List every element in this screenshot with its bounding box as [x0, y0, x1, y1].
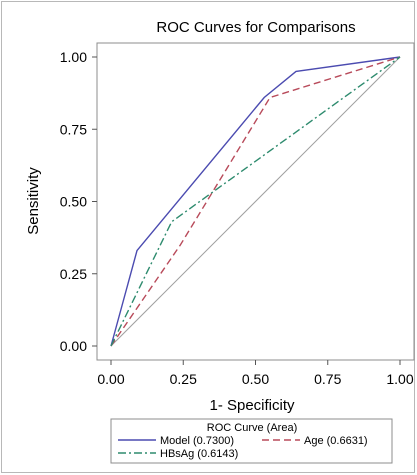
chart-title: ROC Curves for Comparisons [156, 19, 355, 36]
y-axis-label: Sensitivity [25, 167, 42, 235]
reference-diagonal-line [110, 56, 401, 347]
x-tick-label: 1.00 [386, 371, 413, 387]
x-tick-label: 0.00 [97, 371, 124, 387]
y-tick-label: 0.50 [60, 194, 87, 210]
x-tick-label: 0.50 [242, 371, 269, 387]
series-line-2 [110, 56, 401, 347]
legend-label-1: Age (0.6631) [304, 435, 368, 447]
x-tick-label: 0.25 [170, 371, 197, 387]
series-line-0 [110, 56, 401, 347]
legend-title: ROC Curve (Area) [207, 422, 297, 434]
legend: ROC Curve (Area) Model (0.7300) Age (0.66… [110, 418, 393, 464]
y-tick-label: 1.00 [60, 49, 87, 65]
x-axis-label: 1- Specificity [209, 397, 295, 414]
y-tick-label: 0.25 [60, 266, 87, 282]
legend-box [110, 418, 393, 464]
x-tick-label: 0.75 [314, 371, 341, 387]
series-line-1 [110, 56, 401, 347]
y-tick-label: 0.75 [60, 121, 87, 137]
legend-label-0: Model (0.7300) [160, 435, 234, 447]
legend-label-2: HBsAg (0.6143) [160, 448, 238, 460]
y-tick-label: 0.00 [60, 338, 87, 354]
